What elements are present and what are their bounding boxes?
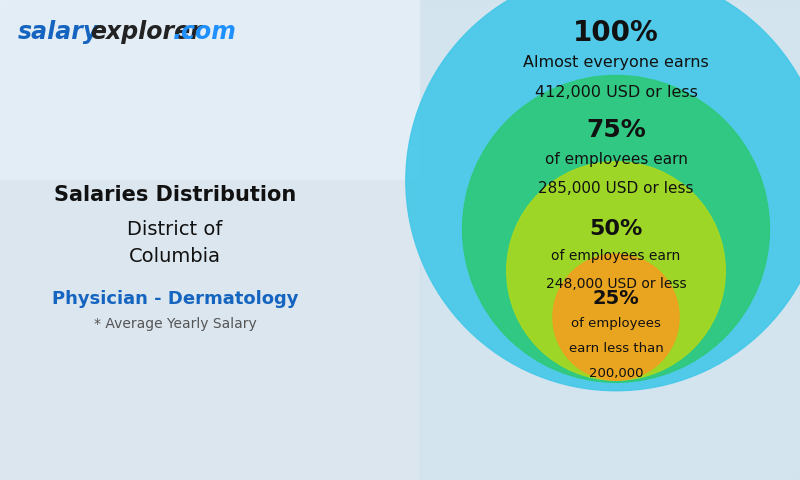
Text: Columbia: Columbia [129,247,221,266]
Text: Salaries Distribution: Salaries Distribution [54,185,296,205]
Text: of employees earn: of employees earn [545,152,687,167]
Text: salary: salary [18,20,99,44]
Circle shape [506,162,726,380]
Text: 25%: 25% [593,289,639,308]
Text: .com: .com [173,20,237,44]
Text: of employees earn: of employees earn [551,249,681,263]
Text: of employees: of employees [571,317,661,330]
Text: District of: District of [127,220,222,239]
Bar [0,180,420,480]
Bar [0,0,420,180]
Text: 75%: 75% [586,118,646,142]
Text: 412,000 USD or less: 412,000 USD or less [534,85,698,100]
Text: 248,000 USD or less: 248,000 USD or less [546,276,686,290]
Text: Physician - Dermatology: Physician - Dermatology [52,290,298,308]
Text: 100%: 100% [573,20,659,48]
Circle shape [553,254,679,380]
Circle shape [462,75,770,383]
Bar [420,0,800,480]
Text: 50%: 50% [590,219,642,239]
Text: explorer: explorer [90,20,202,44]
Text: 200,000: 200,000 [589,367,643,381]
Text: * Average Yearly Salary: * Average Yearly Salary [94,317,256,331]
Circle shape [406,0,800,391]
Text: earn less than: earn less than [569,342,663,355]
Text: Almost everyone earns: Almost everyone earns [523,55,709,71]
Text: 285,000 USD or less: 285,000 USD or less [538,181,694,196]
